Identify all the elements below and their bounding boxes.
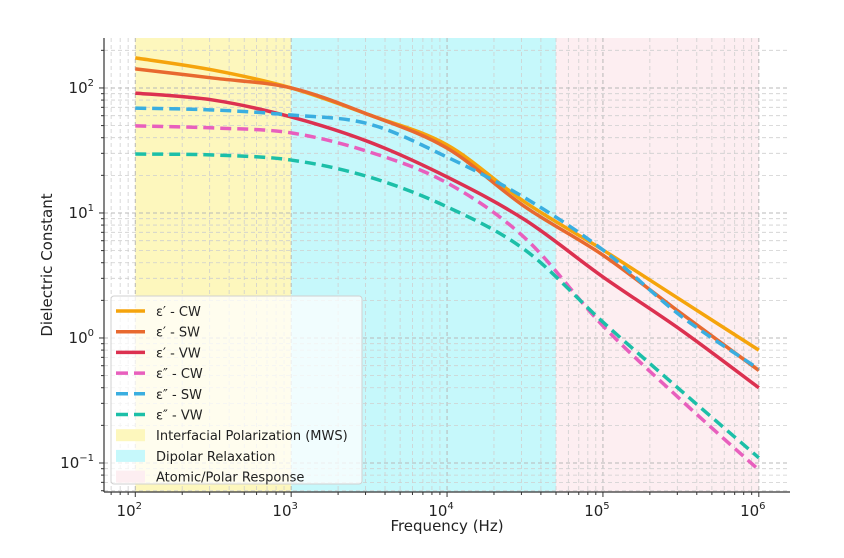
x-tick-label: 106	[740, 501, 765, 520]
legend-region-swatch-2	[116, 470, 145, 483]
legend-label: Dipolar Relaxation	[156, 450, 275, 465]
series-line-5	[135, 152, 760, 460]
y-tick-label: 10−1	[60, 453, 94, 472]
legend-label: ε′ - VW	[156, 346, 201, 361]
series-line-2	[135, 91, 760, 390]
legend-label: ε′ - SW	[156, 326, 200, 341]
y-axis-label: Dielectric Constant	[38, 193, 56, 336]
x-tick-label: 104	[428, 501, 453, 520]
legend-label: Interfacial Polarization (MWS)	[156, 429, 348, 444]
x-tick-label: 105	[584, 501, 609, 520]
series-line-0	[135, 56, 760, 352]
legend-box	[110, 295, 363, 485]
series-lines	[135, 56, 760, 472]
legend-label: ε′ - CW	[156, 305, 201, 320]
series-line-4	[135, 106, 760, 371]
y-tick-label: 102	[69, 78, 94, 97]
legend-label: ε″ - SW	[156, 388, 202, 403]
series-line-1	[135, 67, 760, 372]
axes: 102 103 104 105 106 10−1 100 101 102	[60, 38, 790, 520]
legend-region-swatch-1	[116, 449, 145, 462]
regions	[135, 38, 759, 492]
legend: ε′ - CW ε′ - SW ε′ - VW ε″ - CW ε″ - SW ε″ - …	[110, 295, 363, 486]
y-tick-label: 101	[69, 203, 94, 222]
legend-label: ε″ - CW	[156, 367, 203, 382]
y-tick-label: 100	[69, 328, 94, 347]
legend-region-swatch-0	[116, 429, 145, 442]
x-tick-label: 103	[272, 501, 297, 520]
legend-label: Atomic/Polar Response	[156, 471, 304, 486]
x-tick-label: 102	[117, 501, 142, 520]
legend-label: ε″ - VW	[156, 409, 203, 424]
series-line-3	[135, 124, 760, 472]
x-axis-label: Frequency (Hz)	[390, 517, 503, 535]
region-band-2	[556, 38, 759, 492]
